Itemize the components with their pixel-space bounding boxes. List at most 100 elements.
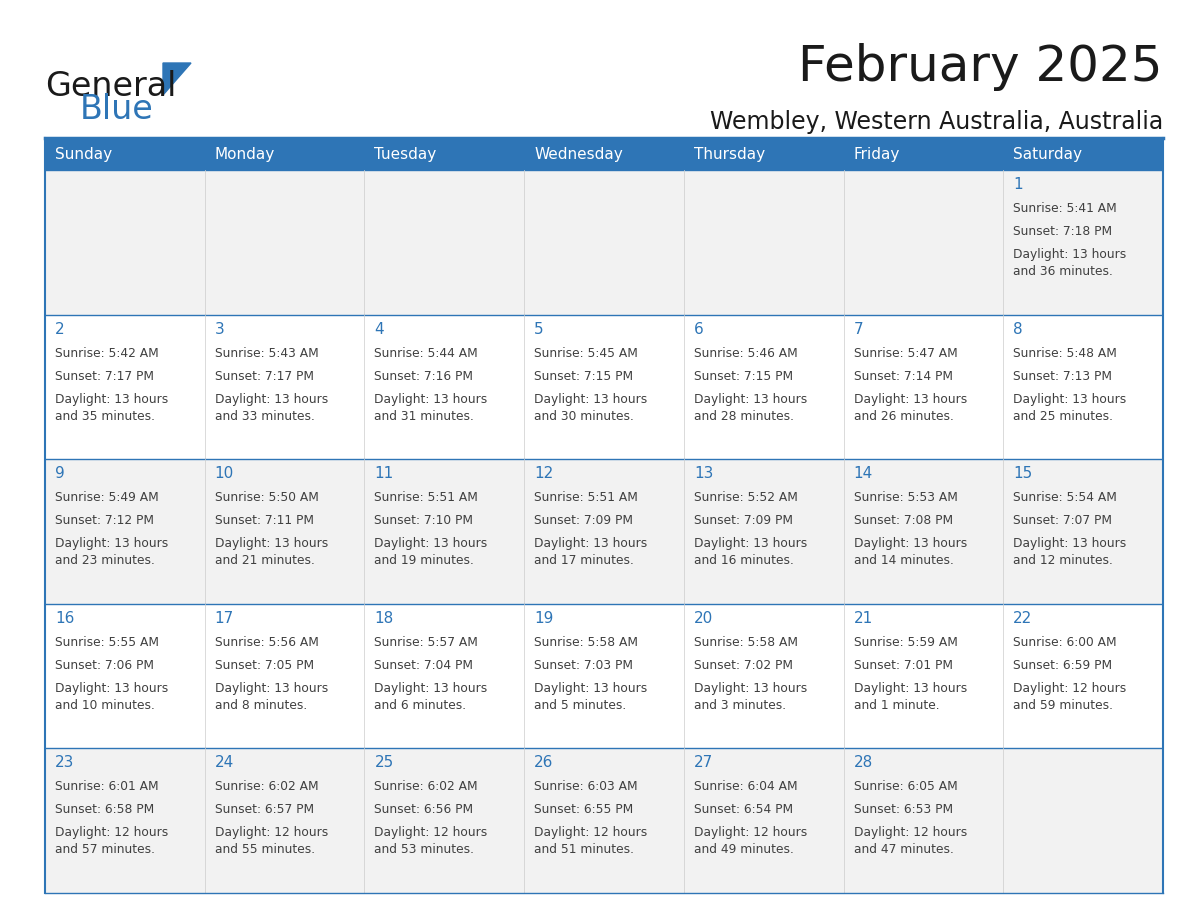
Bar <box>684 604 843 748</box>
Text: Daylight: 13 hours
and 36 minutes.: Daylight: 13 hours and 36 minutes. <box>1013 248 1126 278</box>
Bar <box>365 138 524 170</box>
Text: 21: 21 <box>853 610 873 626</box>
Bar <box>524 170 684 315</box>
Text: Sunset: 7:10 PM: Sunset: 7:10 PM <box>374 514 474 527</box>
Text: Sunset: 6:53 PM: Sunset: 6:53 PM <box>853 803 953 816</box>
Text: Sunrise: 5:51 AM: Sunrise: 5:51 AM <box>535 491 638 504</box>
Bar <box>1004 459 1163 604</box>
Text: 11: 11 <box>374 466 393 481</box>
Text: 18: 18 <box>374 610 393 626</box>
Text: Wednesday: Wednesday <box>535 147 623 162</box>
Bar <box>1004 748 1163 893</box>
Bar <box>524 604 684 748</box>
Text: Daylight: 13 hours
and 31 minutes.: Daylight: 13 hours and 31 minutes. <box>374 393 488 422</box>
Text: Sunrise: 5:42 AM: Sunrise: 5:42 AM <box>55 347 159 360</box>
Text: Daylight: 13 hours
and 26 minutes.: Daylight: 13 hours and 26 minutes. <box>853 393 967 422</box>
Text: Saturday: Saturday <box>1013 147 1082 162</box>
Bar <box>684 170 843 315</box>
Text: Daylight: 12 hours
and 49 minutes.: Daylight: 12 hours and 49 minutes. <box>694 826 807 856</box>
Text: 8: 8 <box>1013 321 1023 337</box>
Bar <box>204 604 365 748</box>
Text: 7: 7 <box>853 321 864 337</box>
Text: Sunset: 7:16 PM: Sunset: 7:16 PM <box>374 370 474 383</box>
Text: Sunrise: 5:49 AM: Sunrise: 5:49 AM <box>55 491 159 504</box>
Bar <box>204 315 365 459</box>
Text: Daylight: 13 hours
and 8 minutes.: Daylight: 13 hours and 8 minutes. <box>215 682 328 711</box>
Bar <box>1004 170 1163 315</box>
Text: Sunset: 7:15 PM: Sunset: 7:15 PM <box>694 370 792 383</box>
Bar <box>45 315 204 459</box>
Text: Sunrise: 6:00 AM: Sunrise: 6:00 AM <box>1013 636 1117 649</box>
Bar <box>204 459 365 604</box>
Text: Sunset: 7:06 PM: Sunset: 7:06 PM <box>55 659 154 672</box>
Text: 15: 15 <box>1013 466 1032 481</box>
Text: Daylight: 13 hours
and 28 minutes.: Daylight: 13 hours and 28 minutes. <box>694 393 807 422</box>
Bar <box>843 604 1004 748</box>
Text: Sunset: 7:07 PM: Sunset: 7:07 PM <box>1013 514 1112 527</box>
Bar <box>45 138 204 170</box>
Text: Daylight: 13 hours
and 23 minutes.: Daylight: 13 hours and 23 minutes. <box>55 537 169 567</box>
Bar <box>843 170 1004 315</box>
Text: Sunrise: 6:03 AM: Sunrise: 6:03 AM <box>535 780 638 793</box>
Text: Sunrise: 5:55 AM: Sunrise: 5:55 AM <box>55 636 159 649</box>
Bar <box>365 459 524 604</box>
Text: Sunrise: 5:44 AM: Sunrise: 5:44 AM <box>374 347 479 360</box>
Text: Sunrise: 5:41 AM: Sunrise: 5:41 AM <box>1013 202 1117 215</box>
Text: Daylight: 13 hours
and 6 minutes.: Daylight: 13 hours and 6 minutes. <box>374 682 488 711</box>
Text: Daylight: 12 hours
and 59 minutes.: Daylight: 12 hours and 59 minutes. <box>1013 682 1126 711</box>
Text: Sunset: 7:04 PM: Sunset: 7:04 PM <box>374 659 474 672</box>
Text: Sunrise: 5:43 AM: Sunrise: 5:43 AM <box>215 347 318 360</box>
Text: Sunday: Sunday <box>55 147 112 162</box>
Text: Sunset: 7:02 PM: Sunset: 7:02 PM <box>694 659 792 672</box>
Bar <box>684 459 843 604</box>
Text: Daylight: 12 hours
and 47 minutes.: Daylight: 12 hours and 47 minutes. <box>853 826 967 856</box>
Text: Daylight: 13 hours
and 3 minutes.: Daylight: 13 hours and 3 minutes. <box>694 682 807 711</box>
Bar <box>524 138 684 170</box>
Text: Sunrise: 5:57 AM: Sunrise: 5:57 AM <box>374 636 479 649</box>
Text: 13: 13 <box>694 466 713 481</box>
Text: Daylight: 13 hours
and 14 minutes.: Daylight: 13 hours and 14 minutes. <box>853 537 967 567</box>
Text: February 2025: February 2025 <box>798 43 1163 91</box>
Text: Sunset: 7:01 PM: Sunset: 7:01 PM <box>853 659 953 672</box>
Text: Daylight: 12 hours
and 53 minutes.: Daylight: 12 hours and 53 minutes. <box>374 826 488 856</box>
Text: Sunset: 7:17 PM: Sunset: 7:17 PM <box>55 370 154 383</box>
Bar <box>45 748 204 893</box>
Text: 16: 16 <box>55 610 75 626</box>
Text: Daylight: 13 hours
and 33 minutes.: Daylight: 13 hours and 33 minutes. <box>215 393 328 422</box>
Bar <box>1004 604 1163 748</box>
Bar <box>684 748 843 893</box>
Text: Daylight: 13 hours
and 12 minutes.: Daylight: 13 hours and 12 minutes. <box>1013 537 1126 567</box>
Text: 22: 22 <box>1013 610 1032 626</box>
Text: 17: 17 <box>215 610 234 626</box>
Text: 3: 3 <box>215 321 225 337</box>
Bar <box>204 748 365 893</box>
Text: 5: 5 <box>535 321 544 337</box>
Text: Sunrise: 5:47 AM: Sunrise: 5:47 AM <box>853 347 958 360</box>
Text: Sunrise: 5:53 AM: Sunrise: 5:53 AM <box>853 491 958 504</box>
Text: 10: 10 <box>215 466 234 481</box>
Text: Sunset: 6:55 PM: Sunset: 6:55 PM <box>535 803 633 816</box>
Bar <box>843 459 1004 604</box>
Text: Monday: Monday <box>215 147 274 162</box>
Bar <box>365 170 524 315</box>
Text: 19: 19 <box>535 610 554 626</box>
Text: Thursday: Thursday <box>694 147 765 162</box>
Bar <box>843 138 1004 170</box>
Text: Blue: Blue <box>80 93 153 126</box>
Text: Sunrise: 5:50 AM: Sunrise: 5:50 AM <box>215 491 318 504</box>
Text: Sunset: 7:03 PM: Sunset: 7:03 PM <box>535 659 633 672</box>
Text: Sunset: 7:08 PM: Sunset: 7:08 PM <box>853 514 953 527</box>
Text: Daylight: 13 hours
and 19 minutes.: Daylight: 13 hours and 19 minutes. <box>374 537 488 567</box>
Text: Wembley, Western Australia, Australia: Wembley, Western Australia, Australia <box>709 110 1163 134</box>
Text: Sunset: 6:54 PM: Sunset: 6:54 PM <box>694 803 792 816</box>
Text: 14: 14 <box>853 466 873 481</box>
Text: 12: 12 <box>535 466 554 481</box>
Text: Sunset: 6:58 PM: Sunset: 6:58 PM <box>55 803 154 816</box>
Text: Daylight: 13 hours
and 17 minutes.: Daylight: 13 hours and 17 minutes. <box>535 537 647 567</box>
Bar <box>1004 315 1163 459</box>
Text: Sunset: 7:15 PM: Sunset: 7:15 PM <box>535 370 633 383</box>
Text: Sunrise: 6:02 AM: Sunrise: 6:02 AM <box>215 780 318 793</box>
Bar <box>843 748 1004 893</box>
Bar <box>1004 138 1163 170</box>
Text: Daylight: 12 hours
and 57 minutes.: Daylight: 12 hours and 57 minutes. <box>55 826 169 856</box>
